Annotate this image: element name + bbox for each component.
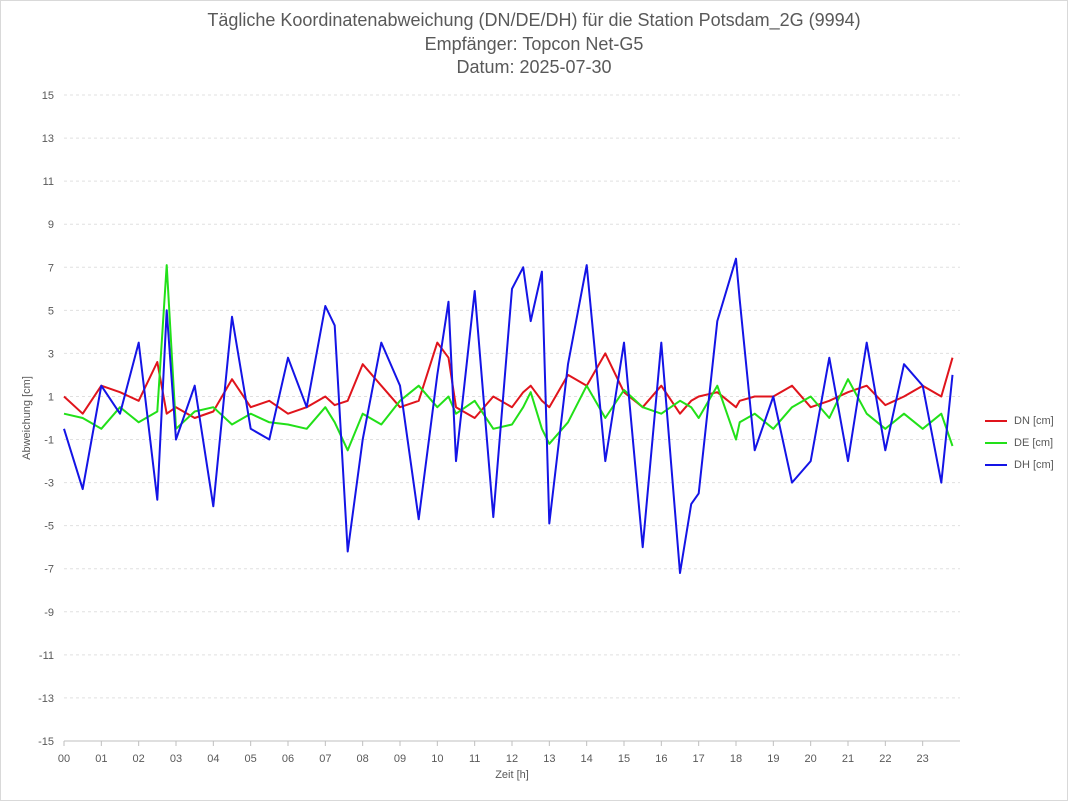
- y-tick-label: 5: [48, 305, 54, 317]
- y-tick-label: -9: [44, 607, 54, 619]
- legend-item: DH [cm]: [985, 454, 1054, 476]
- x-tick-label: 06: [282, 753, 294, 765]
- legend-label: DH [cm]: [1014, 459, 1054, 471]
- chart-title: Tägliche Koordinatenabweichung (DN/DE/DH…: [207, 10, 861, 30]
- y-tick-label: -13: [38, 693, 54, 705]
- y-tick-label: -1: [44, 435, 54, 447]
- legend-item: DE [cm]: [985, 432, 1054, 454]
- x-tick-label: 18: [730, 753, 742, 765]
- x-tick-label: 13: [543, 753, 555, 765]
- x-tick-label: 00: [58, 753, 70, 765]
- series-line-0: [63, 341, 954, 419]
- x-tick-label: 10: [431, 753, 443, 765]
- x-tick-label: 16: [655, 753, 667, 765]
- y-tick-label: 3: [48, 348, 54, 360]
- legend-item: DN [cm]: [985, 410, 1054, 432]
- x-tick-label: 04: [207, 753, 219, 765]
- x-tick-label: 02: [133, 753, 145, 765]
- y-tick-label: 13: [42, 133, 54, 145]
- x-tick-label: 14: [581, 753, 593, 765]
- x-tick-label: 19: [767, 753, 779, 765]
- y-tick-label: 7: [48, 262, 54, 274]
- x-tick-label: 11: [469, 753, 480, 765]
- x-tick-label: 21: [842, 753, 854, 765]
- y-tick-label: -11: [39, 650, 54, 662]
- legend-label: DE [cm]: [1014, 437, 1054, 449]
- y-tick-label: -5: [44, 521, 54, 533]
- legend-swatch: [985, 420, 1007, 422]
- y-tick-label: -15: [38, 736, 54, 748]
- y-tick-label: -3: [44, 478, 54, 490]
- y-tick-label: 1: [48, 391, 54, 403]
- x-tick-label: 20: [805, 753, 817, 765]
- chart-date: Datum: 2025-07-30: [456, 57, 612, 77]
- x-tick-label: 17: [693, 753, 705, 765]
- legend-swatch: [985, 464, 1007, 466]
- series-line-2: [63, 257, 954, 574]
- x-tick-label: 03: [170, 753, 182, 765]
- legend-swatch: [985, 442, 1007, 444]
- y-axis-label: Abweichung [cm]: [21, 376, 33, 460]
- series-line-1: [63, 264, 954, 452]
- x-tick-label: 22: [879, 753, 891, 765]
- y-tick-label: 11: [43, 176, 54, 188]
- x-tick-label: 07: [319, 753, 331, 765]
- x-tick-label: 15: [618, 753, 630, 765]
- x-tick-label: 09: [394, 753, 406, 765]
- y-tick-label: 15: [42, 90, 54, 102]
- legend-label: DN [cm]: [1014, 415, 1054, 427]
- y-tick-label: 9: [48, 219, 54, 231]
- x-tick-label: 08: [357, 753, 369, 765]
- x-tick-label: 23: [917, 753, 929, 765]
- legend: DN [cm] DE [cm] DH [cm]: [985, 410, 1054, 476]
- x-tick-label: 01: [95, 753, 107, 765]
- y-tick-label: -7: [44, 564, 54, 576]
- x-tick-label: 12: [506, 753, 518, 765]
- x-tick-label: 05: [245, 753, 257, 765]
- x-axis-label: Zeit [h]: [495, 769, 529, 781]
- chart-subtitle: Empfänger: Topcon Net-G5: [424, 34, 644, 54]
